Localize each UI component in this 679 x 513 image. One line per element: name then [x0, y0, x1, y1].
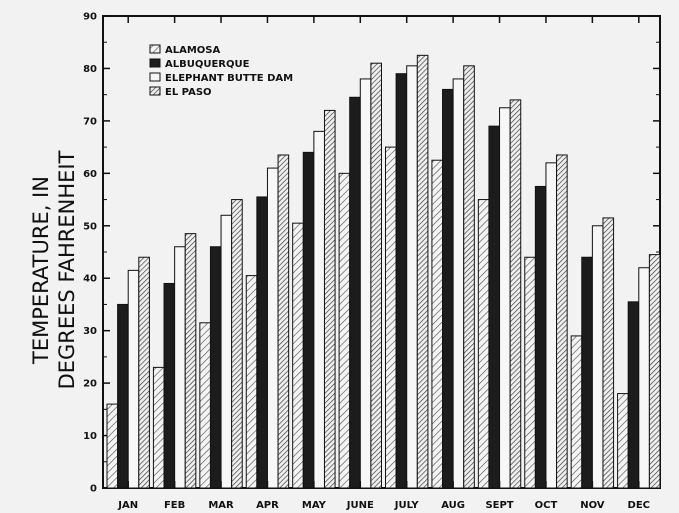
bar: [174, 246, 186, 489]
bar: [370, 62, 382, 489]
bar: [256, 196, 268, 489]
bar: [648, 254, 661, 489]
bar: [277, 154, 290, 489]
bar: [545, 162, 558, 489]
x-tick-label: JAN: [117, 500, 138, 511]
bar: [313, 130, 325, 489]
bar: [581, 256, 593, 489]
legend: ALAMOSA ALBUQUERQUE ELEPHANT BUTTE DAM EL P…: [149, 44, 293, 98]
x-tick-label: MAY: [302, 500, 327, 511]
plot-area: 0 10 20 30 40 50 60 70 80 90 JAN FEB MAR APR MAY JUNE JU…: [83, 12, 661, 511]
bar: [638, 267, 650, 489]
bar: [499, 107, 511, 489]
x-tick-label: DEC: [628, 500, 650, 511]
legend-swatch: [149, 72, 161, 82]
bar: [556, 154, 568, 489]
bar: [617, 393, 629, 489]
legend-label: ALAMOSA: [165, 45, 221, 56]
bar: [534, 185, 547, 489]
x-tick-label: FEB: [164, 500, 185, 511]
bar: [488, 125, 501, 489]
bar: [199, 322, 211, 489]
bar: [509, 99, 522, 489]
y-tick-label: 40: [83, 274, 97, 285]
legend-swatch: [149, 44, 161, 54]
y-tick-label: 10: [83, 431, 97, 442]
bar: [106, 403, 119, 489]
bar: [442, 88, 454, 489]
y-axis-label-line-2: DEGREES FAHRENHEIT: [55, 150, 79, 389]
legend-label: EL PASO: [165, 87, 212, 98]
x-tick-label: SEPT: [485, 500, 513, 511]
bar: [602, 217, 615, 489]
y-axis-label-line-1: TEMPERATURE, IN: [29, 176, 53, 365]
y-tick-label: 0: [90, 484, 97, 495]
legend-label: ALBUQUERQUE: [165, 59, 250, 70]
bar: [266, 167, 279, 489]
bar: [591, 225, 604, 489]
legend-swatch: [149, 58, 161, 68]
x-tick-label: JUNE: [346, 500, 374, 511]
bar: [406, 65, 418, 489]
x-tick-label: JULY: [394, 500, 420, 511]
y-tick-label: 50: [83, 221, 97, 232]
bar: [452, 78, 465, 489]
bar: [477, 199, 490, 489]
bar: [395, 73, 408, 489]
bar: [570, 335, 583, 489]
x-tick-label: MAR: [208, 500, 234, 511]
bar: [231, 199, 243, 489]
bar: [359, 78, 372, 489]
bar: [416, 54, 429, 489]
y-tick-label: 60: [83, 169, 97, 180]
bar: [184, 233, 197, 489]
bar: [385, 146, 397, 489]
bar: [220, 214, 233, 489]
y-tick-label: 90: [83, 12, 97, 23]
bar: [127, 269, 140, 489]
x-tick-label: AUG: [441, 500, 465, 511]
y-tick-label: 20: [83, 379, 97, 390]
legend-label: ELEPHANT BUTTE DAM: [165, 73, 293, 84]
y-axis-label: TEMPERATURE, IN DEGREES FAHRENHEIT: [29, 150, 79, 389]
bar: [431, 159, 444, 489]
bar: [463, 65, 475, 489]
x-tick-label: OCT: [535, 500, 558, 511]
y-tick-label: 80: [83, 64, 97, 75]
x-tick-label: NOV: [580, 500, 605, 511]
bar: [302, 151, 315, 489]
bar: [338, 172, 351, 489]
bar: [349, 96, 361, 489]
bar: [292, 222, 304, 489]
y-tick-label: 30: [83, 326, 97, 337]
y-tick-label: 70: [83, 116, 97, 127]
x-tick-label: APR: [256, 500, 279, 511]
bar: [117, 303, 129, 489]
bar: [163, 282, 176, 489]
bar: [152, 366, 165, 489]
bar: [524, 256, 536, 489]
bar: [245, 275, 258, 489]
bar: [627, 301, 640, 489]
legend-swatch: [149, 86, 161, 96]
bar: [209, 246, 222, 489]
bar: [138, 256, 150, 489]
bar: [323, 109, 336, 489]
